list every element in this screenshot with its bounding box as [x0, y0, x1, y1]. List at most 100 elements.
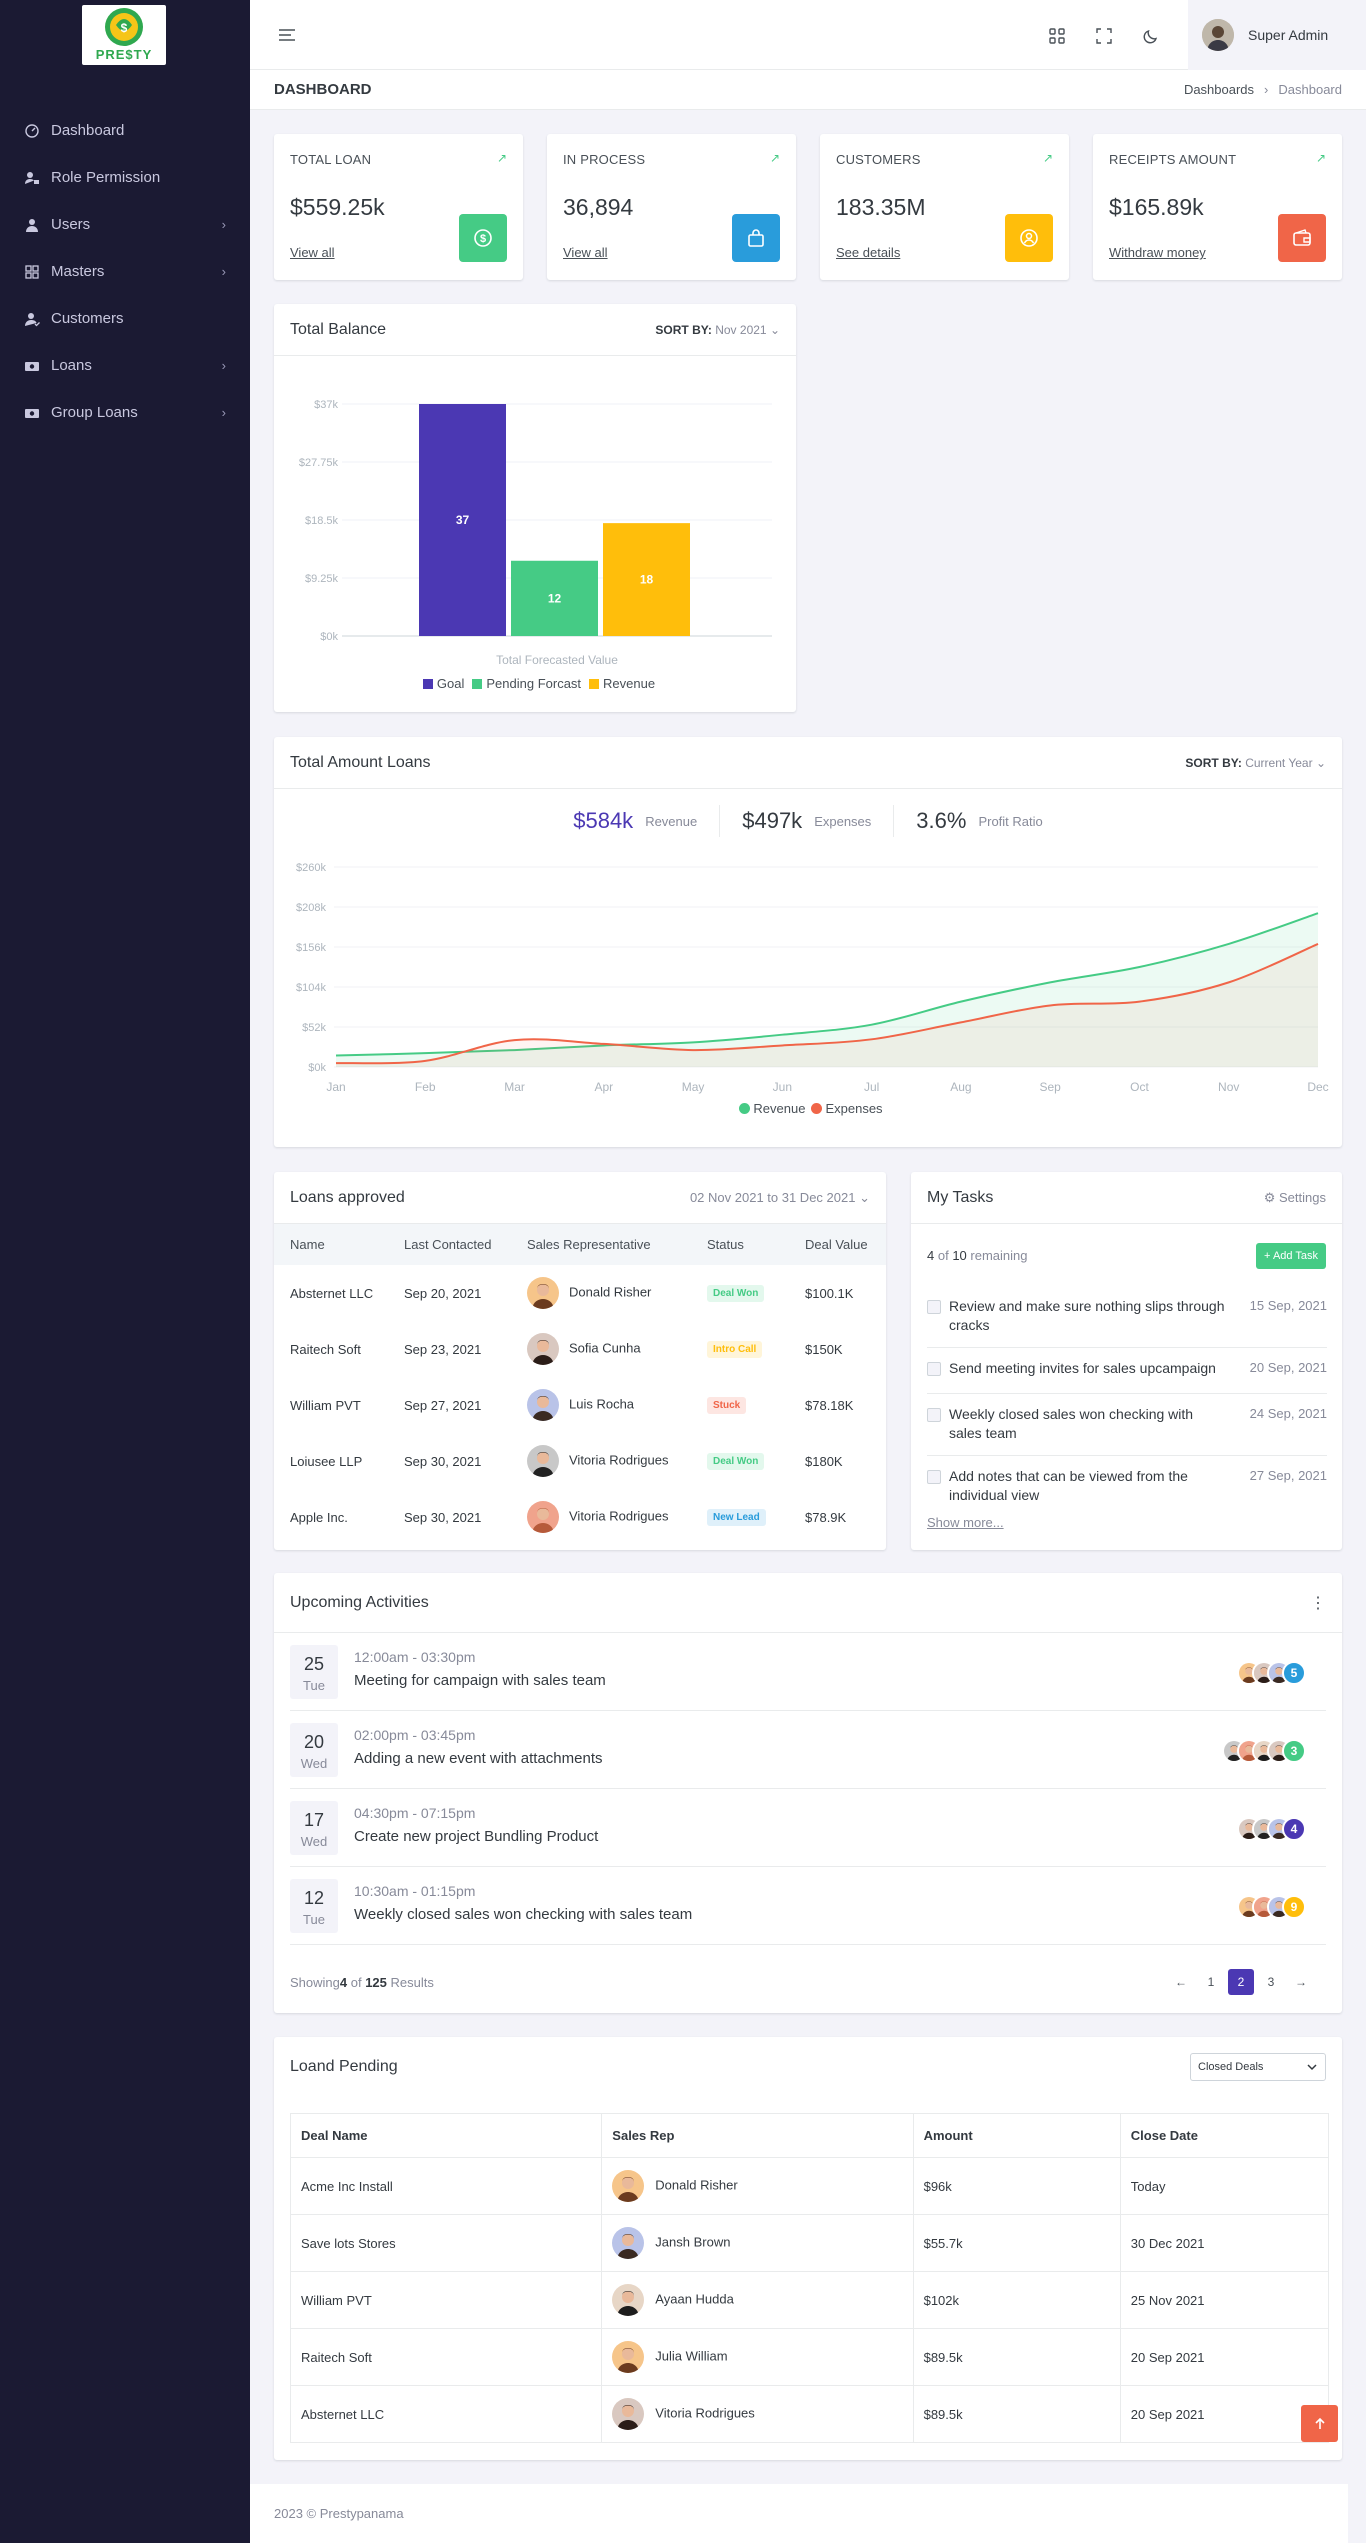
table-header-row: Deal Name Sales Rep Amount Close Date — [289, 2113, 1330, 2158]
activity-item[interactable]: 20 Wed 02:00pm - 03:45pm Adding a new event… — [290, 1711, 1326, 1789]
cell-amount: $96k — [912, 2157, 1121, 2215]
column-header[interactable]: Sales Rep — [601, 2113, 914, 2158]
cell-rep: Vitoria Rodrigues — [511, 1433, 691, 1489]
pagination-page[interactable]: 3 — [1267, 1975, 1275, 1989]
stat-link[interactable]: View all — [563, 245, 608, 260]
activity-time: 04:30pm - 07:15pm — [354, 1805, 476, 1821]
menu-toggle-icon[interactable] — [276, 24, 298, 46]
add-task-button[interactable]: + Add Task — [1256, 1243, 1326, 1269]
topbar: Super Admin — [250, 0, 1366, 70]
avatar — [612, 2170, 645, 2202]
user-lock-icon — [24, 170, 40, 186]
stat-link[interactable]: View all — [290, 245, 335, 260]
sidebar-item-label: Group Loans — [51, 404, 138, 421]
fullscreen-icon[interactable] — [1085, 17, 1123, 55]
cell-name: Apple Inc. — [290, 1509, 348, 1525]
select-value: Closed Deals — [1198, 2061, 1264, 2073]
pagination-next[interactable]: → — [1295, 1975, 1307, 1989]
summary-value: $497k — [742, 808, 803, 833]
column-header[interactable]: Name — [290, 1237, 325, 1252]
task-checkbox[interactable] — [927, 1362, 941, 1376]
task-checkbox[interactable] — [927, 1300, 941, 1314]
scroll-to-top-button[interactable] — [1301, 2405, 1338, 2442]
add-task-label: Add Task — [1272, 1250, 1318, 1262]
chevron-right-icon: › — [221, 358, 226, 373]
sort-dropdown[interactable]: SORT BY: Current Year ⌄ — [1185, 756, 1326, 770]
sort-dropdown[interactable]: SORT BY: Nov 2021 ⌄ — [655, 323, 780, 337]
pagination-prev[interactable]: ← — [1175, 1975, 1187, 1989]
column-header[interactable]: Deal Value — [805, 1237, 868, 1252]
sidebar-item-masters[interactable]: Masters › — [0, 248, 250, 295]
avatar-group[interactable]: 9 — [1237, 1895, 1306, 1919]
column-header[interactable]: Amount — [912, 2113, 1121, 2158]
user-icon — [24, 217, 40, 233]
cell-date: 20 Sep 2021 — [1119, 2328, 1330, 2386]
task-text: Weekly closed sales won checking with sa… — [949, 1406, 1194, 1441]
x-tick-label: Jun — [773, 1080, 792, 1094]
column-header[interactable]: Status — [707, 1237, 744, 1252]
arrow-up-right-icon: ↗ — [1315, 151, 1326, 165]
avatar — [612, 2227, 645, 2259]
table-row: Raitech Soft Sep 23, 2021 Sofia Cunha Intro… — [274, 1321, 886, 1377]
closed-deals-select[interactable]: Closed Deals — [1190, 2053, 1326, 2081]
rep-name: Donald Risher — [655, 2177, 738, 2193]
cell-date: Sep 27, 2021 — [404, 1397, 482, 1413]
pagination-page[interactable]: 1 — [1207, 1975, 1215, 1989]
money-icon — [24, 405, 40, 421]
loans-summary: $584k Revenue $497k Expenses 3.6% Profit Rati… — [274, 805, 1342, 837]
stat-card-total-loan: TOTAL LOAN ↗ $559.25k View all $ — [274, 134, 523, 280]
cell-date: Today — [1119, 2157, 1330, 2215]
activity-item[interactable]: 25 Tue 12:00am - 03:30pm Meeting for campai… — [290, 1633, 1326, 1711]
sidebar-item-customers[interactable]: Customers — [0, 295, 250, 342]
avatar-group[interactable]: 3 — [1222, 1739, 1306, 1763]
date-range-dropdown[interactable]: 02 Nov 2021 to 31 Dec 2021 ⌄ — [690, 1190, 870, 1206]
stat-link[interactable]: See details — [836, 245, 901, 260]
task-checkbox[interactable] — [927, 1408, 941, 1422]
task-text: Add notes that can be viewed from the in… — [949, 1468, 1188, 1503]
legend-label: Revenue — [753, 1101, 806, 1116]
user-menu[interactable]: Super Admin — [1188, 0, 1366, 70]
avatar-group[interactable]: 5 — [1237, 1661, 1306, 1685]
breadcrumb-parent[interactable]: Dashboards — [1183, 82, 1255, 97]
upcoming-activities-card: Upcoming Activities ⋮ Showing4 of 125 Re… — [274, 1573, 1342, 2013]
sidebar: $ PRE$TY Dashboard Role Permission Users › M… — [0, 0, 250, 2543]
activity-time: 02:00pm - 03:45pm — [354, 1727, 476, 1743]
cell-amount: $55.7k — [912, 2214, 1121, 2272]
column-header[interactable]: Close Date — [1119, 2113, 1330, 2158]
activity-item[interactable]: 17 Wed 04:30pm - 07:15pm Create new project… — [290, 1789, 1326, 1867]
rep-name: Julia William — [655, 2348, 728, 2364]
dark-mode-icon[interactable] — [1132, 17, 1170, 55]
sidebar-item-loans[interactable]: Loans › — [0, 342, 250, 389]
show-more-link[interactable]: Show more... — [927, 1515, 1004, 1530]
task-text: Send meeting invites for sales upcampaig… — [949, 1360, 1216, 1376]
settings-button[interactable]: ⚙ Settings — [1264, 1190, 1326, 1206]
column-header[interactable]: Sales Representative — [527, 1237, 651, 1252]
card-title: Loans approved — [290, 1188, 405, 1206]
activity-item[interactable]: 12 Tue 10:30am - 01:15pm Weekly closed sale… — [290, 1867, 1326, 1945]
showing-prefix: Showing — [290, 1975, 340, 1990]
stat-card-in-process: IN PROCESS ↗ 36,894 View all — [547, 134, 796, 280]
apps-grid-icon[interactable] — [1038, 17, 1076, 55]
avatar-group[interactable]: 4 — [1237, 1817, 1306, 1841]
cell-value: $180K — [805, 1453, 843, 1469]
task-checkbox[interactable] — [927, 1470, 941, 1484]
more-vertical-icon[interactable]: ⋮ — [1310, 1594, 1326, 1612]
stat-link[interactable]: Withdraw money — [1109, 245, 1206, 260]
column-header[interactable]: Deal Name — [289, 2113, 603, 2158]
cell-rep: Donald Risher — [511, 1265, 691, 1321]
activity-weekday: Wed — [300, 1834, 328, 1849]
results-summary: Showing4 of 125 Results — [290, 1975, 434, 1990]
arrow-up-right-icon: ↗ — [496, 151, 507, 165]
sidebar-item-group-loans[interactable]: Group Loans › — [0, 389, 250, 436]
legend-swatch — [811, 1103, 823, 1114]
column-header[interactable]: Last Contacted — [404, 1237, 492, 1252]
rep-name: Luis Rocha — [569, 1396, 635, 1412]
sidebar-item-users[interactable]: Users › — [0, 201, 250, 248]
rep-name: Vitoria Rodrigues — [655, 2405, 755, 2421]
sidebar-item-dashboard[interactable]: Dashboard — [0, 107, 250, 154]
pagination-page[interactable]: 2 — [1228, 1969, 1254, 1995]
app-logo[interactable]: $ PRE$TY — [82, 5, 166, 65]
sidebar-item-role-permission[interactable]: Role Permission — [0, 154, 250, 201]
cell-date: Sep 30, 2021 — [404, 1453, 482, 1469]
avatar-count-badge: 9 — [1282, 1895, 1306, 1919]
